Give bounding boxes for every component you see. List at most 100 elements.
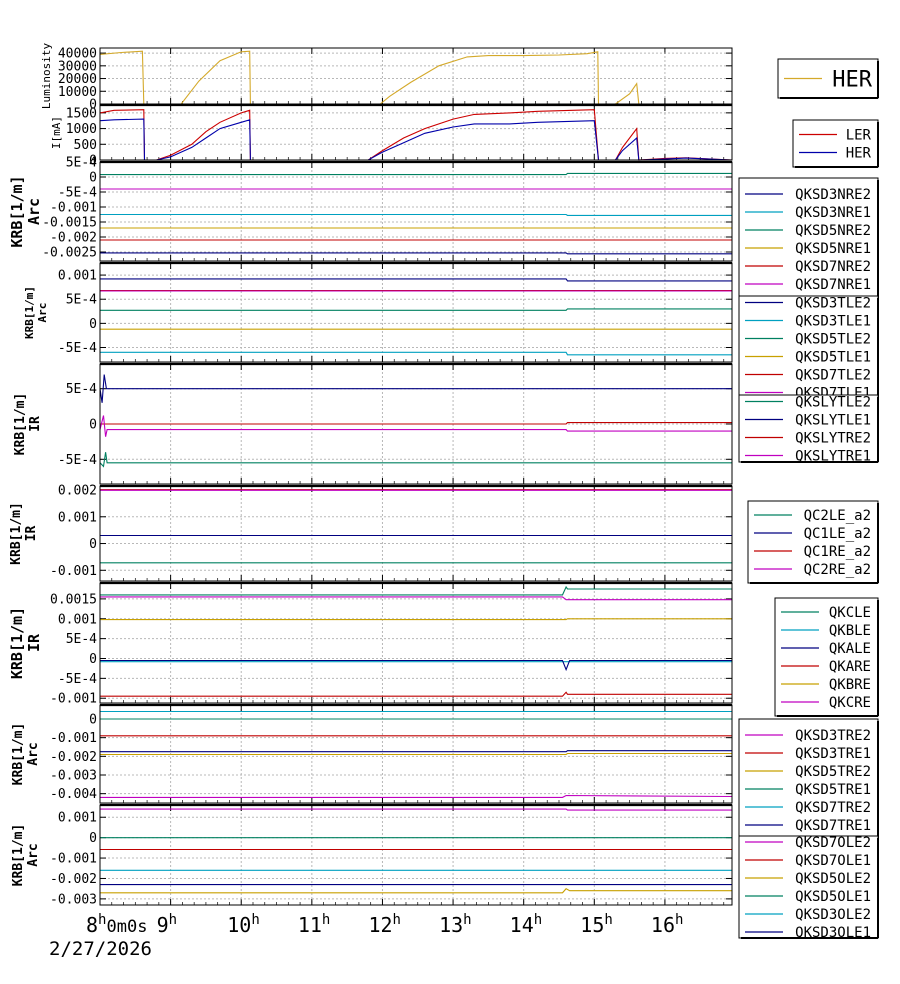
series-line — [99, 109, 733, 161]
legend-label: QKSLYTRE2 — [795, 431, 871, 447]
series-line — [100, 172, 732, 176]
y-axis-label: KRB[1/m] — [13, 393, 28, 456]
series-line — [100, 691, 732, 697]
y-tick-label: 0.001 — [58, 811, 97, 826]
x-tick-label: 8h0m0s — [86, 912, 147, 937]
y-tick-label: -0.001 — [50, 852, 97, 867]
legend-label: QKSD7OLE2 — [795, 835, 871, 851]
y-axis-label-2: Arc — [25, 198, 43, 225]
y-tick-label: 20000 — [58, 72, 97, 87]
date-label: 2/27/2026 — [49, 938, 152, 960]
y-axis-label: Luminosity — [40, 43, 53, 110]
legend-label: QKCLE — [829, 605, 871, 621]
y-tick-label: 5E-4 — [66, 632, 97, 647]
panel-5: 0.002 0.001 0 -0.001 KRB[1/m] IR QC2LE_a2 QC1LE… — [9, 484, 879, 584]
x-tick-label: 14h — [510, 912, 543, 937]
legend: QKSD3TRE2 QKSD3TRE1 QKSD5TRE2 QKSD5TRE1 QKSD… — [738, 718, 879, 842]
y-tick-label: 0.001 — [58, 269, 97, 284]
y-axis-label: KRB[1/m] — [8, 607, 26, 679]
panel-2: 5E-40-5E-4-0.001-0.0015-0.002-0.0025KRB[… — [8, 156, 879, 301]
legend-label: QKSD7NRE2 — [795, 259, 871, 275]
y-tick-label: 30000 — [58, 59, 97, 74]
y-tick-label: 0 — [89, 831, 97, 846]
x-tick-label: 11h — [298, 912, 331, 937]
legend: LER HER — [792, 119, 879, 168]
x-tick-label: 13h — [439, 912, 472, 937]
series-line — [100, 585, 732, 596]
panel-7: 0 -0.001 -0.002 -0.003 -0.004 KRB[1/m] Arc QKSD… — [11, 703, 879, 842]
y-tick-label: 500 — [74, 138, 97, 153]
y-tick-label: 0 — [89, 537, 97, 552]
legend-label: QKSLYTRE1 — [795, 449, 871, 465]
y-axis-label: KRB[1/m] — [11, 824, 26, 887]
panel-8: 0.001 0 -0.001 -0.002 -0.003 KRB[1/m] Arc QKSD7… — [11, 803, 879, 941]
legend-label: QKALE — [829, 641, 871, 657]
series-line — [100, 252, 732, 255]
legend-label: QKSD5TLE2 — [795, 332, 871, 348]
legend-label: QKSD3TLE2 — [795, 296, 871, 312]
y-tick-label: -0.002 — [50, 872, 97, 887]
legend-label: QKSD3OLE2 — [795, 907, 871, 923]
legend: QKCLE QKBLE QKALE QKARE QKBRE QKCRE — [774, 597, 879, 717]
legend-label: QKSLYTLE1 — [795, 413, 871, 429]
legend-label: QKSD3TRE1 — [795, 746, 871, 762]
y-tick-label: 1500 — [66, 106, 97, 121]
series-line — [99, 374, 732, 403]
legend-box — [774, 597, 879, 717]
legend-label: HER — [832, 68, 872, 93]
series-line — [100, 213, 732, 216]
y-tick-label: 0 — [89, 317, 97, 332]
legend-label: QKSD3OLE1 — [795, 925, 871, 941]
y-tick-label: 10000 — [58, 85, 97, 100]
legend: QC2LE_a2 QC1LE_a2 QC1RE_a2 QC2RE_a2 — [747, 500, 879, 584]
y-axis-label-2: IR — [25, 633, 43, 652]
legend-label: QKSD7TRE1 — [795, 818, 871, 834]
series-line — [100, 750, 732, 753]
legend-label: QKSD5NRE2 — [795, 223, 871, 239]
legend-label: QKSLYTLE2 — [795, 395, 871, 411]
y-axis-label-2: Arc — [26, 843, 41, 866]
series-line — [100, 887, 732, 894]
legend-box — [738, 177, 879, 301]
y-tick-label: -0.0025 — [42, 246, 97, 261]
y-tick-label: -5E-4 — [58, 186, 97, 201]
legend-label: QKSD3NRE1 — [795, 205, 871, 221]
legend-box — [738, 718, 879, 842]
legend-label: LER — [846, 128, 872, 144]
y-axis-label-2: Arc — [36, 303, 49, 323]
legend-label: QKSD3NRE2 — [795, 187, 871, 203]
legend: QKSD3NRE2 QKSD3NRE1 QKSD5NRE2 QKSD5NRE1 QKSD… — [738, 177, 879, 301]
series-line — [99, 50, 732, 105]
y-tick-label: 0 — [89, 713, 97, 728]
series-line — [100, 422, 732, 425]
y-tick-label: -0.001 — [50, 564, 97, 579]
legend-label: QKSD7NRE1 — [795, 277, 871, 293]
legend-label: QKBLE — [829, 623, 871, 639]
legend: QKSLYTLE2 QKSLYTLE1 QKSLYTRE2 QKSLYTRE1 — [738, 394, 879, 465]
series-line — [99, 452, 732, 468]
legend-label: QKARE — [829, 659, 871, 675]
y-tick-label: -5E-4 — [58, 453, 97, 468]
y-tick-label: -0.003 — [50, 769, 97, 784]
y-tick-label: -0.002 — [50, 231, 97, 246]
panel-6: 0.0015 0.001 5E-4 0 -5E-4 -0.001 KRB[1/m] IR QKC… — [8, 581, 879, 717]
series-line — [100, 596, 732, 601]
plot-frame — [99, 804, 733, 906]
y-tick-label: 0.001 — [58, 510, 97, 525]
series-line — [100, 308, 732, 311]
y-tick-label: 0 — [89, 652, 97, 667]
y-axis-label: KRB[1/m] — [11, 723, 26, 786]
y-tick-label: 0.0015 — [50, 592, 97, 607]
y-tick-label: 0 — [89, 154, 97, 169]
legend-label: QKSD3TLE1 — [795, 314, 871, 330]
y-axis-label-2: IR — [28, 416, 43, 432]
y-tick-label: -5E-4 — [58, 341, 97, 356]
legend-label: QKSD5TRE1 — [795, 782, 871, 798]
legend-box — [738, 835, 879, 939]
legend-label: QC2LE_a2 — [804, 508, 871, 524]
y-axis-label: KRB[1/m] — [8, 175, 26, 247]
y-tick-label: 0 — [89, 418, 97, 433]
